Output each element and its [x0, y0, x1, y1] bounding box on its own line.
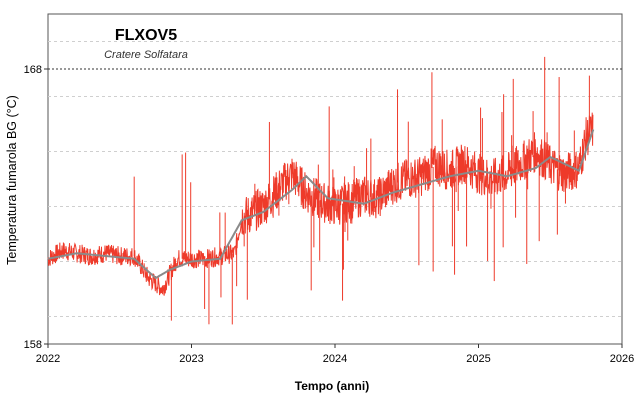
- chart-title: FLXOV5: [115, 27, 177, 44]
- y-tick-label: 158: [24, 339, 42, 351]
- x-tick-label: 2024: [323, 353, 347, 365]
- x-tick-label: 2023: [179, 353, 203, 365]
- x-tick-label: 2026: [610, 353, 634, 365]
- y-axis-title: Temperatura fumarola BG (°C): [5, 95, 19, 265]
- y-tick-label: 168: [24, 64, 42, 76]
- x-tick-label: 2025: [466, 353, 490, 365]
- x-axis-ticks: 2022 2023 2024 2025 2026: [36, 344, 634, 365]
- x-axis-title: Tempo (anni): [295, 379, 369, 393]
- x-tick-label: 2022: [36, 353, 60, 365]
- y-axis-ticks: 158 168: [24, 64, 48, 351]
- raw-spikes: [133, 56, 590, 325]
- series-smoothed-line: [47, 129, 595, 280]
- chart-subtitle: Cratere Solfatara: [104, 49, 188, 61]
